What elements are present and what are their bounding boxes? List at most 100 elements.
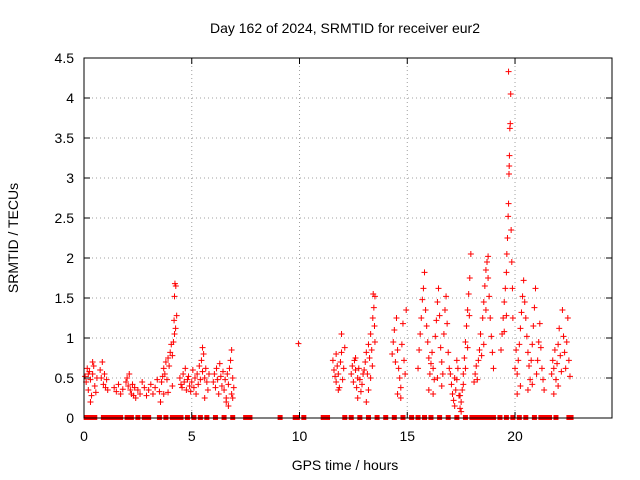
data-point xyxy=(196,363,203,369)
data-point xyxy=(480,299,487,305)
data-point xyxy=(517,383,524,389)
data-point xyxy=(462,339,469,345)
data-point xyxy=(354,395,361,401)
data-point xyxy=(504,235,511,241)
data-point xyxy=(464,307,471,313)
data-point xyxy=(563,339,570,345)
chart-title: Day 162 of 2024, SRMTID for receiver eur… xyxy=(210,20,480,36)
data-point xyxy=(365,387,372,393)
data-point xyxy=(89,359,96,365)
data-point xyxy=(113,388,120,395)
data-point xyxy=(485,275,492,281)
data-point xyxy=(520,277,527,284)
data-point xyxy=(145,387,152,393)
data-point xyxy=(508,259,515,265)
data-point xyxy=(363,349,370,356)
data-point xyxy=(101,371,108,377)
data-point xyxy=(349,363,356,369)
data-point xyxy=(394,347,401,353)
data-point xyxy=(416,347,423,353)
data-point xyxy=(361,367,368,373)
data-point xyxy=(225,381,232,388)
data-point xyxy=(501,299,508,305)
data-point xyxy=(548,371,555,377)
data-point xyxy=(216,360,223,367)
data-point xyxy=(555,341,562,348)
data-point xyxy=(126,371,133,377)
data-point xyxy=(472,371,479,377)
data-point xyxy=(565,357,572,364)
data-point xyxy=(481,283,488,289)
data-point xyxy=(427,360,434,367)
data-point xyxy=(555,383,562,389)
data-point xyxy=(213,365,220,372)
data-point xyxy=(392,359,399,365)
data-point xyxy=(516,341,523,348)
data-point xyxy=(389,351,396,357)
data-point xyxy=(85,371,92,377)
data-point xyxy=(334,363,341,369)
data-point xyxy=(212,384,219,391)
data-point xyxy=(154,376,161,383)
data-point xyxy=(365,341,372,348)
y-tick-label: 3.5 xyxy=(55,130,75,146)
data-point xyxy=(186,383,193,389)
data-point xyxy=(337,359,344,365)
data-point xyxy=(519,293,526,300)
data-point xyxy=(332,373,339,380)
data-point xyxy=(531,304,538,311)
data-point xyxy=(363,399,370,405)
data-point xyxy=(446,365,453,372)
data-point xyxy=(447,371,454,377)
data-point xyxy=(432,333,439,340)
data-point xyxy=(201,375,208,381)
data-point xyxy=(84,365,91,372)
data-point xyxy=(230,384,237,391)
data-point xyxy=(425,355,432,361)
data-point xyxy=(329,357,336,364)
data-point xyxy=(479,315,486,321)
data-point xyxy=(127,387,134,393)
data-point xyxy=(450,397,457,404)
data-point xyxy=(171,293,178,300)
data-point xyxy=(203,379,210,385)
data-point xyxy=(502,285,509,292)
data-point xyxy=(488,333,495,340)
data-point xyxy=(98,375,105,381)
axis-ticks: 0 0.5 1 1.5 2 2.5 3 3.5 4 4.5 0 5 10 15 20 xyxy=(55,50,612,444)
x-axis-label: GPS time / hours xyxy=(292,457,399,473)
data-point xyxy=(184,376,191,383)
data-point xyxy=(391,327,398,333)
data-point xyxy=(425,387,432,393)
data-point xyxy=(401,357,408,364)
data-point xyxy=(460,381,467,388)
data-point xyxy=(530,323,537,329)
x-tick-label: 15 xyxy=(399,428,415,444)
data-point xyxy=(131,384,138,391)
data-point xyxy=(369,363,376,369)
data-point xyxy=(554,360,561,367)
data-point xyxy=(160,391,167,397)
data-point xyxy=(352,355,359,361)
data-point xyxy=(197,376,204,383)
data-point xyxy=(190,384,197,391)
data-point xyxy=(399,320,406,327)
data-point xyxy=(198,357,205,364)
data-point xyxy=(464,344,471,351)
data-point xyxy=(551,347,558,353)
data-point xyxy=(419,296,426,303)
data-point xyxy=(509,315,516,321)
data-point xyxy=(90,363,97,369)
data-point xyxy=(143,392,150,399)
data-point xyxy=(453,357,460,364)
data-point xyxy=(171,317,178,324)
data-point xyxy=(474,376,481,383)
data-point xyxy=(92,389,99,396)
data-point xyxy=(225,403,232,409)
data-point xyxy=(436,312,443,319)
data-point xyxy=(211,371,218,377)
data-point xyxy=(505,213,512,220)
data-point xyxy=(149,391,156,397)
data-point xyxy=(489,349,496,356)
data-point xyxy=(526,363,533,369)
